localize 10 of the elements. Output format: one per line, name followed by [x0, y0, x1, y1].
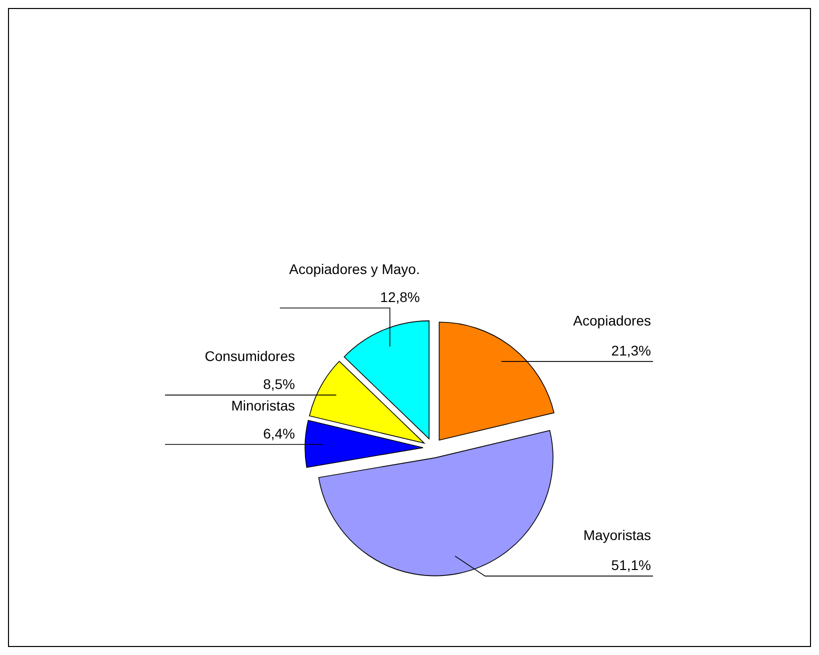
data-label: 51,1% [611, 557, 651, 574]
data-label: 12,8% [380, 289, 420, 305]
data-label: 21,3% [611, 342, 651, 358]
data-label: 8,5% [263, 376, 295, 392]
slice-label: Mayoristas [583, 527, 651, 544]
slice-label: Minoristas [231, 397, 295, 414]
slice-label: Acopiadores [573, 312, 651, 328]
data-label: 6,4% [263, 425, 295, 442]
slice-label: Consumidores [204, 348, 295, 364]
slice-label: Acopiadores y Mayo. [289, 261, 420, 277]
